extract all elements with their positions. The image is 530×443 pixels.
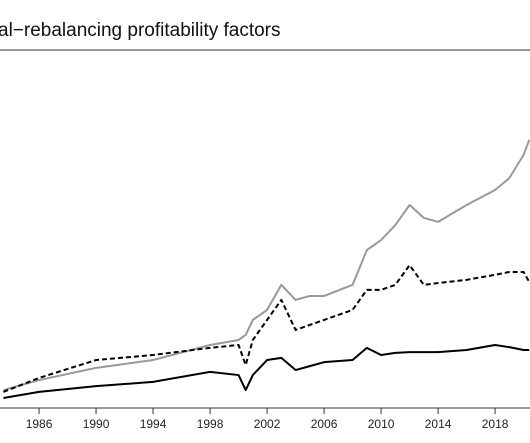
series-line xyxy=(3,343,530,399)
series-line xyxy=(3,264,530,393)
chart-title: al−rebalancing profitability factors xyxy=(0,20,281,41)
x-tick-label: 1990 xyxy=(83,417,110,431)
x-tick-label: 1994 xyxy=(140,417,167,431)
x-tick-label: 2010 xyxy=(368,417,395,431)
x-tick-label: 2002 xyxy=(254,417,281,431)
x-tick-label: 2006 xyxy=(311,417,338,431)
x-tick-label: 2014 xyxy=(425,417,452,431)
series-line xyxy=(3,139,530,392)
x-tick-label: 1986 xyxy=(26,417,53,431)
x-tick-label: 2018 xyxy=(482,417,509,431)
x-tick-label: 1998 xyxy=(197,417,224,431)
